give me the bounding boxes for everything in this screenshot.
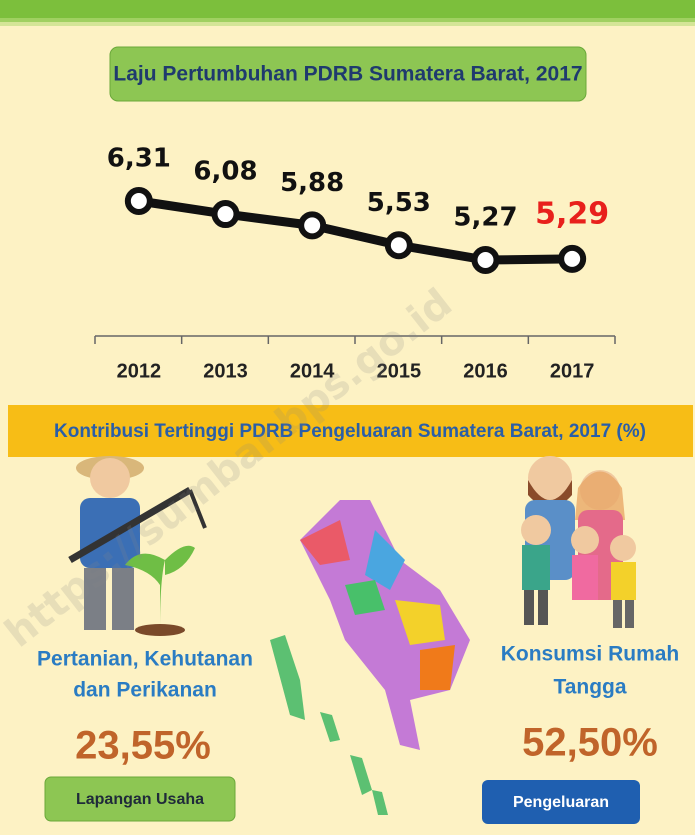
point — [471, 246, 500, 274]
value-label: 5,29 — [535, 196, 609, 231]
section-title: Kontribusi Tertinggi PDRB Pengeluaran Su… — [54, 421, 646, 442]
right-button-label: Pengeluaran — [513, 794, 609, 811]
value-label: 6,31 — [107, 144, 171, 174]
right-button — [482, 780, 640, 824]
map-illustration — [270, 500, 470, 815]
line — [138, 196, 573, 265]
title-box — [109, 46, 587, 102]
left-value: 23,55% — [75, 724, 211, 768]
grass — [0, 0, 695, 22]
x-tick-label: 2016 — [463, 360, 508, 382]
value-label: 5,53 — [367, 188, 431, 218]
point — [124, 187, 153, 215]
point — [558, 244, 587, 273]
x-tick-label: 2015 — [377, 360, 422, 382]
x-tick-label: 2017 — [550, 360, 595, 382]
left-label-line: dan Perikanan — [73, 679, 217, 702]
left-button — [44, 776, 236, 822]
farmer-illustration — [68, 456, 207, 636]
x-tick-label: 2014 — [290, 360, 335, 382]
right-value: 52,50% — [522, 721, 658, 765]
point — [211, 200, 240, 229]
chart-title: Laju Pertumbuhan PDRB Sumatera Barat, 20… — [113, 63, 582, 86]
value-label: 5,27 — [453, 203, 517, 233]
value-label: 5,88 — [280, 168, 344, 198]
point — [298, 211, 327, 240]
x-tick-label: 2013 — [203, 360, 248, 382]
left-label-line: Pertanian, Kehutanan — [37, 648, 253, 671]
right-label-line: Konsumsi Rumah — [501, 643, 680, 666]
value-label: 6,08 — [193, 157, 257, 187]
section-bar — [8, 405, 693, 457]
family-illustration — [521, 456, 636, 628]
grass-fade — [0, 18, 695, 26]
point — [384, 231, 413, 260]
right-label-line: Tangga — [553, 676, 626, 699]
line-chart: 2012 2013 2014 2015 2016 2017 6,31 6,08 5,88 5,53… — [94, 144, 616, 382]
left-button-label: Lapangan Usaha — [76, 791, 204, 808]
x-tick-label: 2012 — [117, 360, 162, 382]
